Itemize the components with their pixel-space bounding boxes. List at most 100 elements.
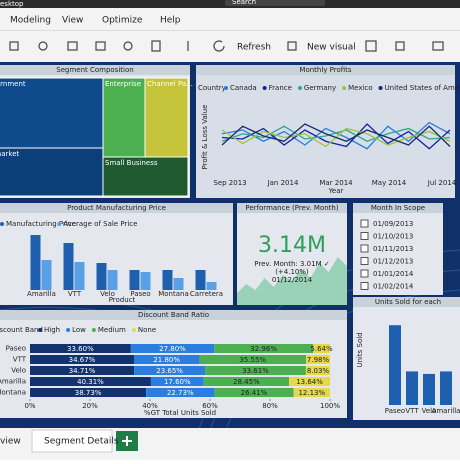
checkbox[interactable] bbox=[360, 232, 369, 240]
data-label: 28.45% bbox=[233, 378, 260, 386]
slicer-item[interactable]: 01/01/2014 bbox=[373, 270, 414, 278]
legend-label: Germany bbox=[304, 84, 336, 92]
bar-segment bbox=[305, 366, 330, 375]
y-tick-label: Paseo bbox=[6, 345, 26, 353]
bar-segment bbox=[203, 377, 290, 386]
bar bbox=[129, 270, 140, 290]
bar-segment bbox=[134, 366, 206, 375]
slicer-item[interactable]: 01/10/2013 bbox=[373, 233, 413, 241]
bar bbox=[423, 373, 435, 405]
toolbar-icons bbox=[9, 40, 444, 52]
x-tick-label: Jan 2014 bbox=[267, 179, 299, 187]
menu-item[interactable]: Help bbox=[160, 16, 181, 26]
axis-title: %GT Total Units Sold bbox=[144, 409, 216, 417]
slicer-item[interactable]: 01/09/2013 bbox=[373, 220, 413, 228]
panel-header bbox=[353, 203, 443, 213]
menu-item[interactable]: Modeling bbox=[10, 16, 51, 26]
x-tick-label: May 2014 bbox=[372, 179, 407, 187]
bar bbox=[389, 325, 401, 405]
data-label: 40.31% bbox=[77, 378, 104, 386]
treemap-label: Enterprise bbox=[105, 80, 141, 88]
legend-dot bbox=[57, 222, 62, 226]
bar bbox=[440, 371, 452, 405]
bar bbox=[195, 270, 206, 290]
kpi-detail: Prev. Month: 3.01M ✓ bbox=[254, 260, 329, 268]
slicer-item[interactable]: 01/12/2013 bbox=[373, 258, 413, 266]
panel-header bbox=[0, 310, 347, 320]
x-tick-label: Amarilla bbox=[432, 407, 460, 415]
bar-segment bbox=[306, 355, 330, 364]
panel-header bbox=[196, 65, 455, 75]
data-label: 12.13% bbox=[298, 389, 325, 397]
checkbox[interactable] bbox=[360, 219, 369, 228]
checkbox[interactable] bbox=[360, 244, 369, 253]
x-tick-label: Paseo bbox=[385, 407, 405, 415]
toolbar-button[interactable]: New visual bbox=[307, 43, 356, 53]
bar-segment bbox=[146, 388, 215, 397]
data-label: 13.64% bbox=[296, 378, 323, 386]
bar-segment bbox=[214, 388, 294, 397]
treemap-cell bbox=[102, 77, 146, 158]
checkbox[interactable] bbox=[360, 282, 369, 290]
bar-segment bbox=[150, 377, 204, 386]
search-box[interactable] bbox=[225, 0, 325, 6]
data-label: 35.55% bbox=[239, 356, 266, 364]
y-tick-label: Velo bbox=[11, 367, 26, 375]
bar bbox=[63, 243, 74, 290]
slicer-item[interactable]: 01/11/2013 bbox=[373, 245, 413, 253]
bar-segment bbox=[205, 366, 306, 375]
menu-item[interactable]: Optimize bbox=[102, 16, 143, 26]
legend-label: France bbox=[269, 84, 292, 92]
bar bbox=[406, 371, 418, 405]
axis-title: Product bbox=[109, 296, 136, 304]
axis-title: Units Sold bbox=[356, 332, 364, 367]
x-tick-label: VTT bbox=[405, 407, 419, 415]
checkbox[interactable] bbox=[360, 269, 369, 278]
line bbox=[221, 123, 451, 147]
data-label: 34.67% bbox=[69, 356, 96, 364]
legend-label: Average of Sale Price bbox=[63, 220, 137, 228]
slicer-item[interactable]: 01/02/2014 bbox=[373, 283, 414, 291]
panel-header bbox=[0, 203, 233, 213]
x-tick-label: Velo bbox=[100, 290, 115, 298]
menu-item[interactable]: View bbox=[62, 16, 83, 26]
bar bbox=[96, 263, 107, 290]
legend-dot bbox=[0, 222, 4, 226]
data-label: 38.73% bbox=[75, 389, 102, 397]
data-label: 34.71% bbox=[69, 367, 96, 375]
legend-label: United States of America bbox=[385, 84, 460, 92]
x-tick-label: Sep 2013 bbox=[213, 179, 246, 187]
x-tick-label: VTT bbox=[68, 290, 82, 298]
legend-dot bbox=[91, 328, 96, 332]
legend-title: Country bbox=[198, 84, 226, 92]
bar-segment bbox=[199, 355, 307, 364]
kpi-value: 3.14M bbox=[258, 233, 326, 258]
tab[interactable] bbox=[31, 429, 113, 453]
toolbar-button[interactable]: Refresh bbox=[237, 43, 271, 53]
bar-segment bbox=[30, 355, 135, 364]
treemap-label: Midmarket bbox=[0, 150, 20, 158]
legend-label: Canada bbox=[230, 84, 257, 92]
tab-label[interactable]: Segment Details bbox=[44, 437, 119, 447]
x-tick-label: Mar 2014 bbox=[319, 179, 353, 187]
tab-label[interactable]: view bbox=[0, 437, 21, 447]
x-tick-label: 0% bbox=[24, 402, 35, 410]
treemap-cell bbox=[102, 156, 189, 197]
panel-header bbox=[0, 65, 190, 75]
data-label: 33.60% bbox=[67, 345, 94, 353]
treemap-label: Small Business bbox=[105, 159, 158, 167]
legend-dot bbox=[342, 86, 347, 90]
x-tick-label: Montana bbox=[158, 290, 189, 298]
y-tick-label: VTT bbox=[13, 356, 27, 364]
axis-title: Profit & Loss Value bbox=[201, 105, 209, 170]
checkbox[interactable] bbox=[360, 257, 369, 265]
treemap-label: Government bbox=[0, 80, 26, 88]
treemap-cell bbox=[0, 147, 104, 197]
kpi-detail: (+4.10%) bbox=[275, 268, 309, 276]
visual-title: Performance (Prev. Month) bbox=[245, 204, 338, 212]
legend-label: Mexico bbox=[348, 84, 372, 92]
bar bbox=[30, 235, 41, 290]
bar bbox=[173, 278, 184, 290]
data-label: 7.98% bbox=[307, 356, 330, 364]
